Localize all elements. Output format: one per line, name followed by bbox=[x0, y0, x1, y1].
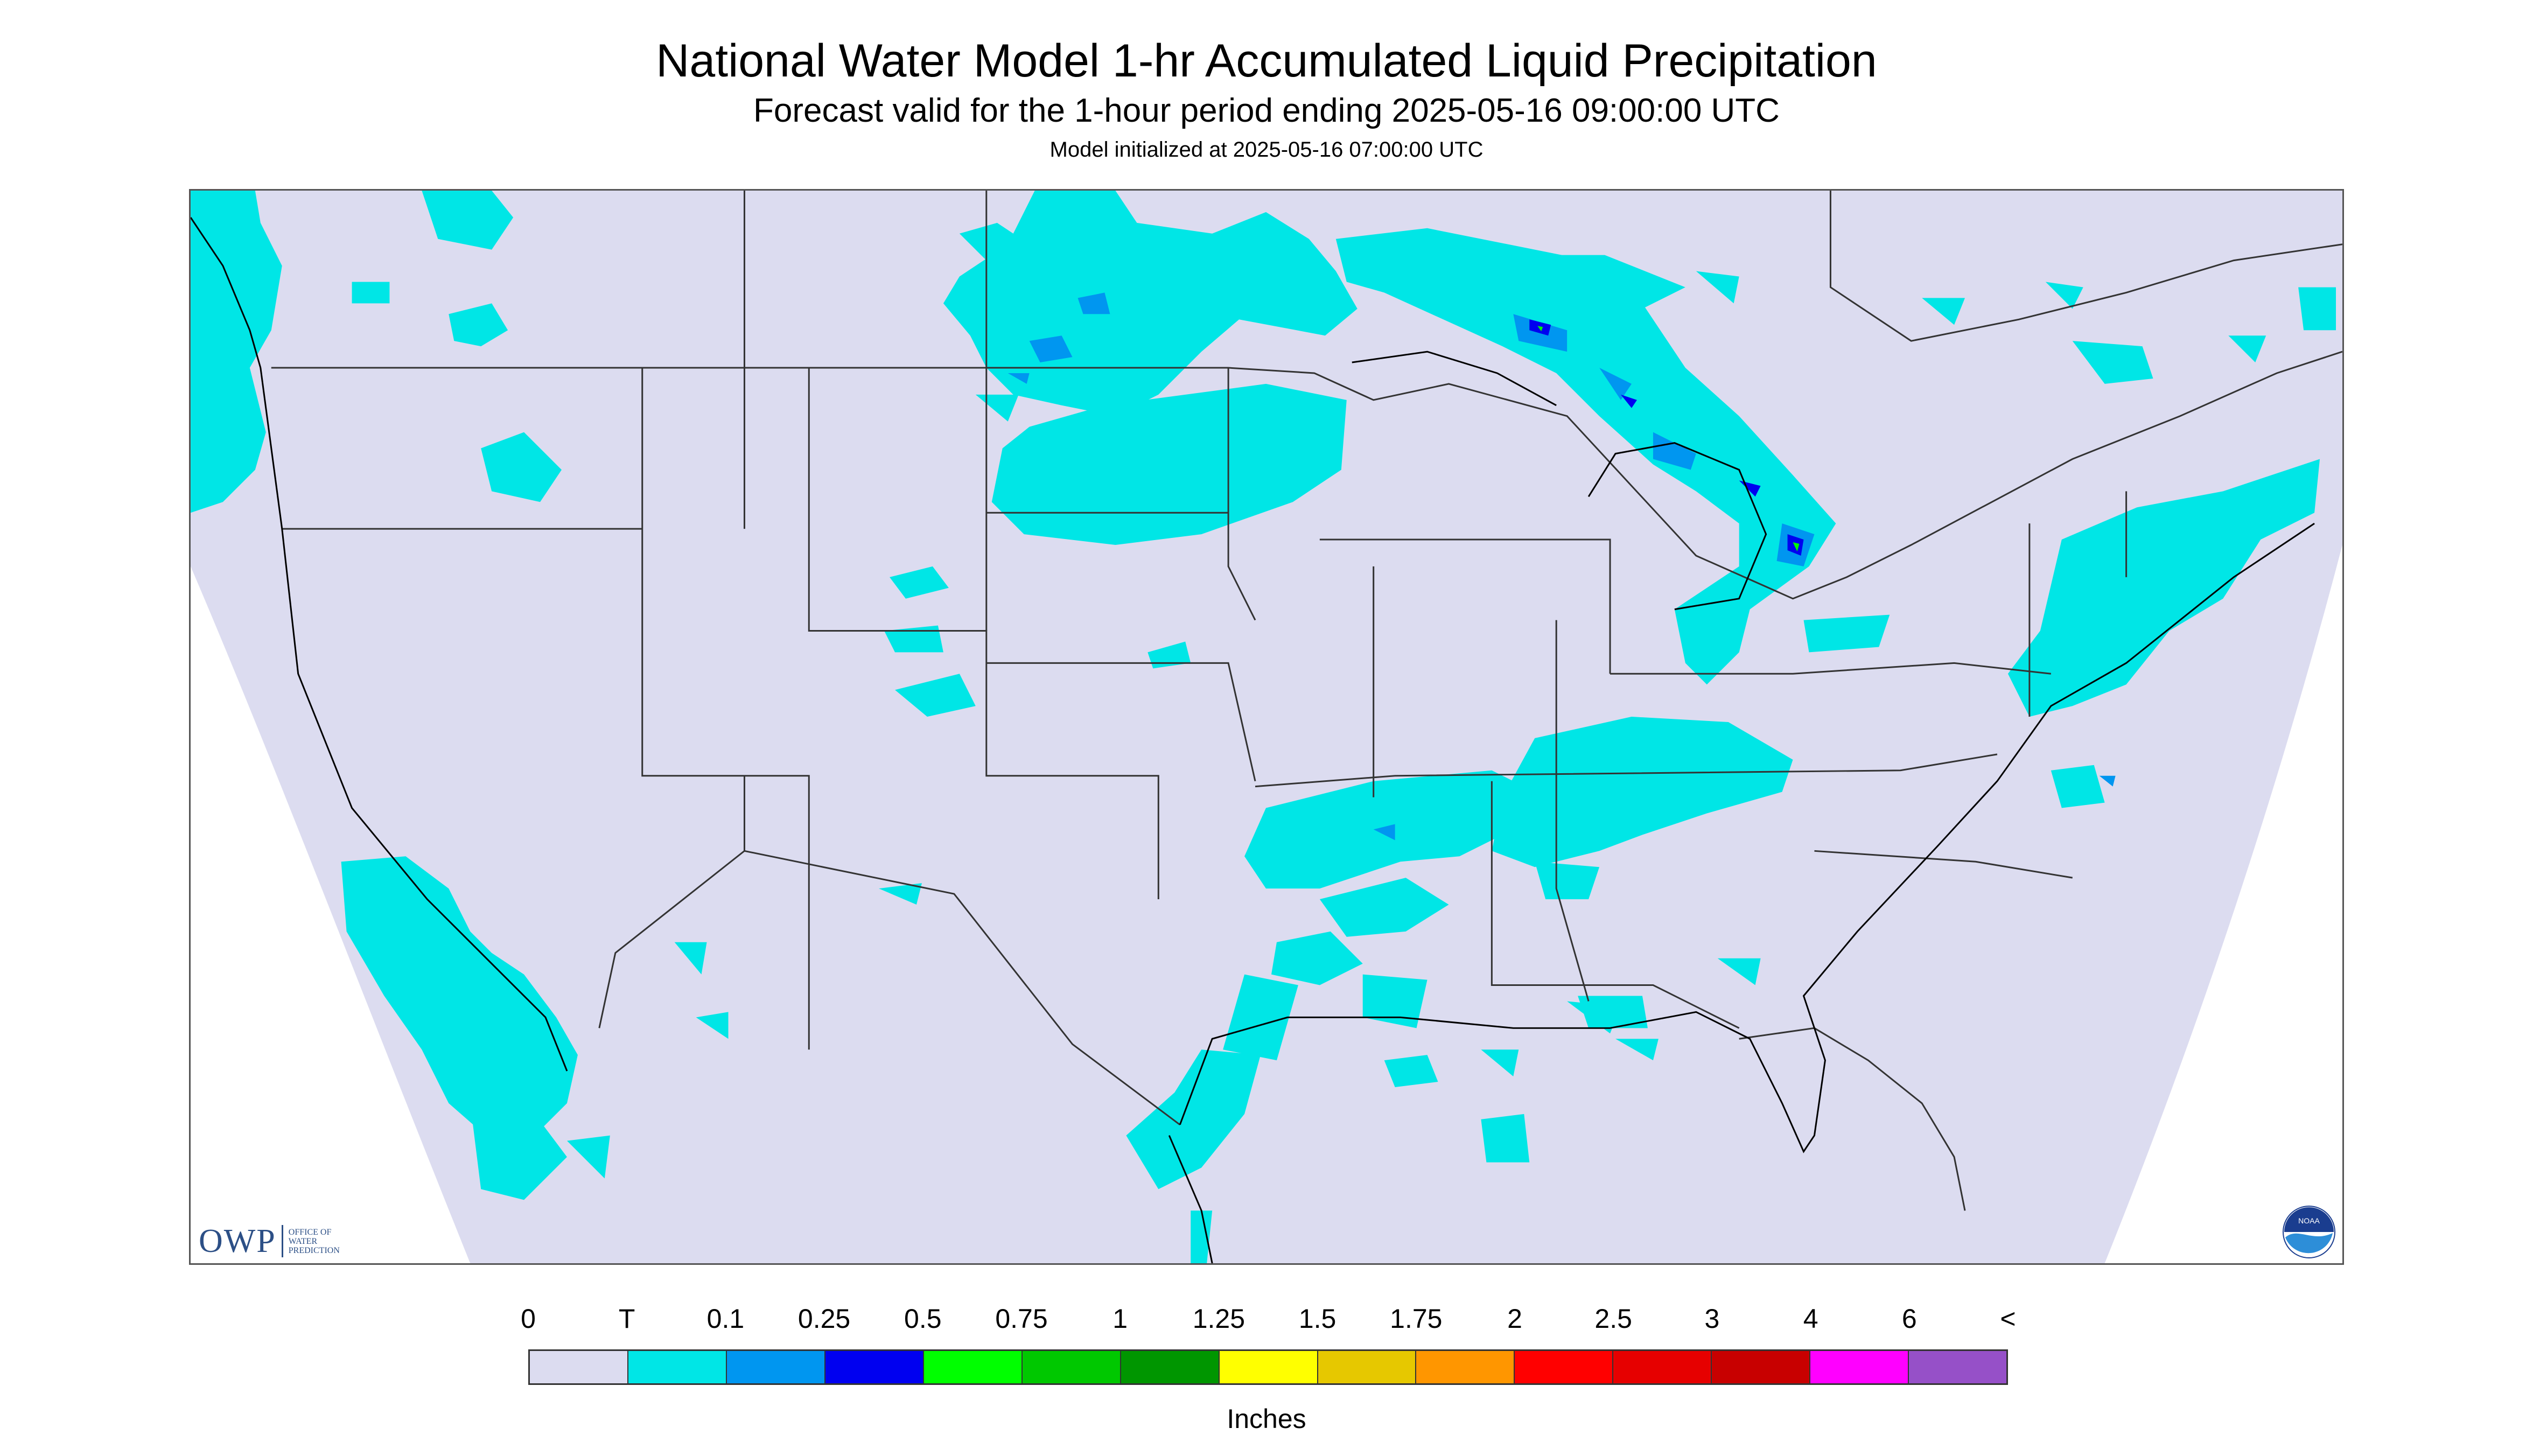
legend-swatch bbox=[1909, 1351, 2007, 1383]
owp-sub-line-1: OFFICE OF bbox=[288, 1227, 332, 1237]
legend-tick-label: 0.1 bbox=[706, 1304, 745, 1334]
legend-tick-label: 0 bbox=[521, 1304, 536, 1334]
owp-logo-divider bbox=[281, 1225, 283, 1257]
noaa-logo-icon: NOAA bbox=[2283, 1206, 2335, 1258]
legend-tick-label: 3 bbox=[1704, 1304, 1720, 1334]
legend-swatch bbox=[1318, 1351, 1417, 1383]
owp-sub-line-3: PREDICTION bbox=[288, 1245, 340, 1255]
legend-tick-label: < bbox=[2000, 1304, 2016, 1334]
legend-tick-label: 1.5 bbox=[1298, 1304, 1337, 1334]
legend-tick-label: 4 bbox=[1803, 1304, 1818, 1334]
map-canvas bbox=[191, 191, 2342, 1263]
precipitation-map bbox=[189, 189, 2344, 1265]
legend-swatch bbox=[530, 1351, 628, 1383]
legend-tick-label: 1 bbox=[1112, 1304, 1128, 1334]
legend-colorbar bbox=[528, 1349, 2008, 1385]
political-boundaries bbox=[271, 191, 2342, 1211]
legend-swatch bbox=[1022, 1351, 1121, 1383]
owp-logo-subtext: OFFICE OF WATER PREDICTION bbox=[289, 1228, 369, 1255]
owp-logo: OWP OFFICE OF WATER PREDICTION bbox=[199, 1222, 369, 1260]
owp-logo-text: OWP bbox=[199, 1222, 276, 1259]
legend-tick-label: 6 bbox=[1901, 1304, 1917, 1334]
legend-swatch bbox=[1219, 1351, 1318, 1383]
legend-swatch bbox=[1416, 1351, 1515, 1383]
legend-tick-label: 1.25 bbox=[1192, 1304, 1245, 1334]
legend-labels: 0 T 0.1 0.25 0.5 0.75 1 1.25 1.5 1.75 2 2.5 3 4 6 < bbox=[0, 1303, 2533, 1341]
model-init-line: Model initialized at 2025-05-16 07:00:00… bbox=[1049, 138, 1484, 162]
legend-swatch bbox=[726, 1351, 825, 1383]
legend-swatch bbox=[628, 1351, 727, 1383]
legend-tick-label: 1.75 bbox=[1390, 1304, 1443, 1334]
legend-tick-label: 0.25 bbox=[797, 1304, 851, 1334]
legend-swatch bbox=[1515, 1351, 1614, 1383]
legend-tick-label: 2 bbox=[1507, 1304, 1522, 1334]
legend-swatch bbox=[1613, 1351, 1712, 1383]
owp-sub-line-2: WATER bbox=[288, 1236, 318, 1246]
legend-units: Inches bbox=[1227, 1404, 1306, 1434]
precip-0.5 bbox=[1537, 326, 1800, 551]
map-title: National Water Model 1-hr Accumulated Li… bbox=[656, 35, 1877, 87]
noaa-logo-text: NOAA bbox=[2298, 1216, 2320, 1225]
legend-swatch bbox=[923, 1351, 1023, 1383]
legend-tick-label: T bbox=[618, 1304, 635, 1334]
legend-swatch bbox=[1121, 1351, 1220, 1383]
legend-swatch bbox=[825, 1351, 924, 1383]
legend-swatch bbox=[1712, 1351, 1811, 1383]
legend-tick-label: 0.75 bbox=[995, 1304, 1048, 1334]
coastlines bbox=[191, 217, 2315, 1263]
legend-tick-label: 0.5 bbox=[904, 1304, 942, 1334]
legend-tick-label: 2.5 bbox=[1594, 1304, 1632, 1334]
map-subtitle: Forecast valid for the 1-hour period end… bbox=[753, 92, 1780, 129]
legend-swatch bbox=[1810, 1351, 1909, 1383]
